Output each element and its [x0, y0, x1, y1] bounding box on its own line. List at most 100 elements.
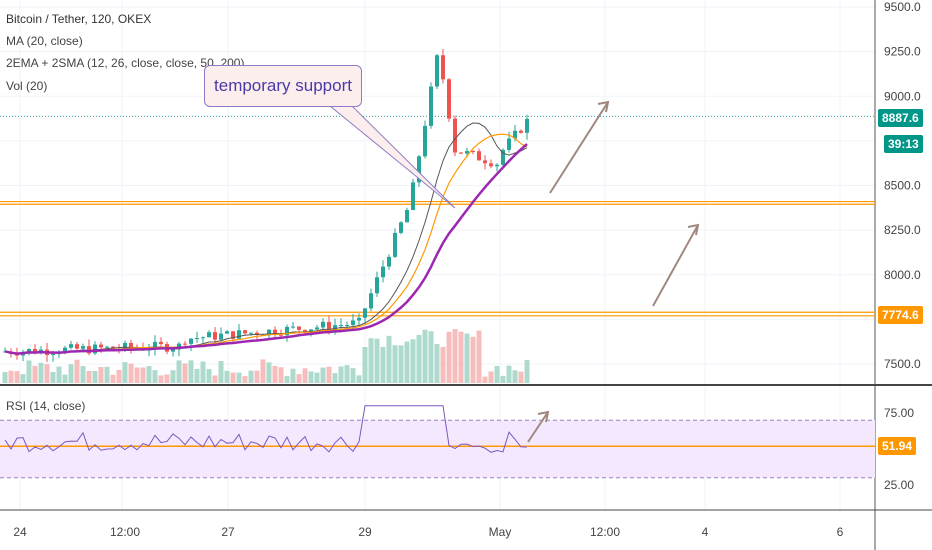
- projection-arrow: [652, 224, 699, 307]
- annotation-callout[interactable]: temporary support: [204, 65, 362, 107]
- volume-bar: [224, 370, 230, 383]
- volume-bar: [368, 338, 374, 383]
- volume-bar: [200, 361, 206, 383]
- volume-bar: [518, 371, 524, 383]
- volume-bar: [386, 335, 392, 383]
- volume-bar: [476, 330, 482, 383]
- candle-body: [207, 332, 211, 338]
- volume-bar: [506, 365, 512, 383]
- volume-bar: [182, 363, 188, 383]
- volume-bar: [68, 364, 74, 383]
- volume-bar: [308, 371, 314, 383]
- price-tick-label: 8500.0: [884, 179, 921, 193]
- candle-body: [201, 337, 205, 339]
- volume-bar: [512, 370, 518, 383]
- time-tick-label: 12:00: [110, 525, 140, 539]
- candle-body: [429, 86, 433, 126]
- volume-bar: [80, 366, 86, 383]
- volume-bar: [500, 375, 506, 383]
- candle-body: [105, 346, 109, 348]
- price-tick-label: 9000.0: [884, 89, 921, 103]
- volume-bar: [326, 366, 332, 383]
- volume-bar: [272, 365, 278, 383]
- volume-bar: [416, 334, 422, 383]
- countdown-tag: 39:13: [884, 135, 923, 153]
- candle-body: [159, 341, 163, 345]
- candle-body: [75, 344, 79, 349]
- ema-line: [4, 133, 528, 355]
- volume-bar: [290, 368, 296, 383]
- volume-bar: [302, 368, 308, 383]
- volume-bar: [206, 369, 212, 383]
- candle-body: [411, 182, 415, 211]
- volume-bar: [158, 375, 164, 383]
- volume-bar: [110, 374, 116, 383]
- rsi-tick-label: 25.00: [884, 478, 914, 492]
- candle-body: [447, 79, 451, 119]
- volume-bar: [254, 370, 260, 383]
- volume-bar: [140, 367, 146, 383]
- candle-body: [87, 346, 91, 354]
- volume-bar: [296, 374, 302, 383]
- volume-bar: [362, 346, 368, 383]
- candle-body: [393, 232, 397, 257]
- candle-body: [339, 325, 343, 327]
- candle-body: [309, 329, 313, 333]
- volume-bar: [104, 366, 110, 383]
- candle-body: [363, 308, 367, 318]
- volume-bar: [134, 367, 140, 383]
- candle-body: [507, 138, 511, 150]
- volume-bar: [278, 367, 284, 383]
- candle-body: [369, 293, 373, 309]
- candle-body: [183, 343, 187, 345]
- candle-body: [519, 130, 523, 133]
- volume-bar: [8, 370, 14, 383]
- candle-body: [81, 346, 85, 349]
- volume-bar: [236, 372, 242, 383]
- volume-bar: [434, 343, 440, 383]
- volume-bar: [374, 338, 380, 383]
- candle-body: [99, 344, 103, 348]
- volume-bar: [242, 376, 248, 383]
- volume-bar: [20, 374, 26, 383]
- volume-bar: [74, 359, 80, 383]
- candle-body: [345, 325, 349, 327]
- ema-sma-indicator-label: 2EMA + 2SMA (12, 26, close, close, 50, 2…: [6, 56, 245, 70]
- rsi-band: [0, 420, 875, 478]
- candle-body: [33, 348, 37, 354]
- volume-bar: [32, 365, 38, 383]
- volume-bar: [62, 374, 68, 383]
- time-tick-label: May: [489, 525, 512, 539]
- candle-body: [219, 333, 223, 340]
- candle-body: [465, 151, 469, 154]
- rsi-tick-label: 75.00: [884, 406, 914, 420]
- time-tick-label: 24: [13, 525, 27, 539]
- candle-body: [279, 334, 283, 336]
- candle-body: [303, 329, 307, 333]
- candle-body: [327, 321, 331, 330]
- volume-bar: [86, 370, 92, 383]
- volume-bar: [14, 371, 20, 383]
- candle-body: [501, 149, 505, 165]
- volume-bar: [422, 329, 428, 383]
- volume-bar: [494, 365, 500, 383]
- last-price-tag: 8887.6: [878, 109, 923, 127]
- candle-body: [417, 156, 421, 183]
- rsi-line: [4, 405, 528, 453]
- volume-bar: [488, 371, 494, 383]
- volume-bar: [44, 364, 50, 383]
- ma-indicator-label: MA (20, close): [6, 34, 83, 48]
- candle-body: [273, 329, 277, 335]
- volume-bar: [398, 345, 404, 383]
- volume-bar: [524, 359, 530, 383]
- volume-bar: [458, 331, 464, 383]
- candle-body: [513, 130, 517, 139]
- volume-bar: [98, 366, 104, 383]
- candle-body: [495, 164, 499, 167]
- candle-body: [69, 344, 73, 348]
- candle-body: [27, 348, 31, 352]
- volume-bar: [446, 331, 452, 383]
- candle-body: [267, 329, 271, 336]
- candle-body: [387, 256, 391, 267]
- volume-bar: [392, 345, 398, 383]
